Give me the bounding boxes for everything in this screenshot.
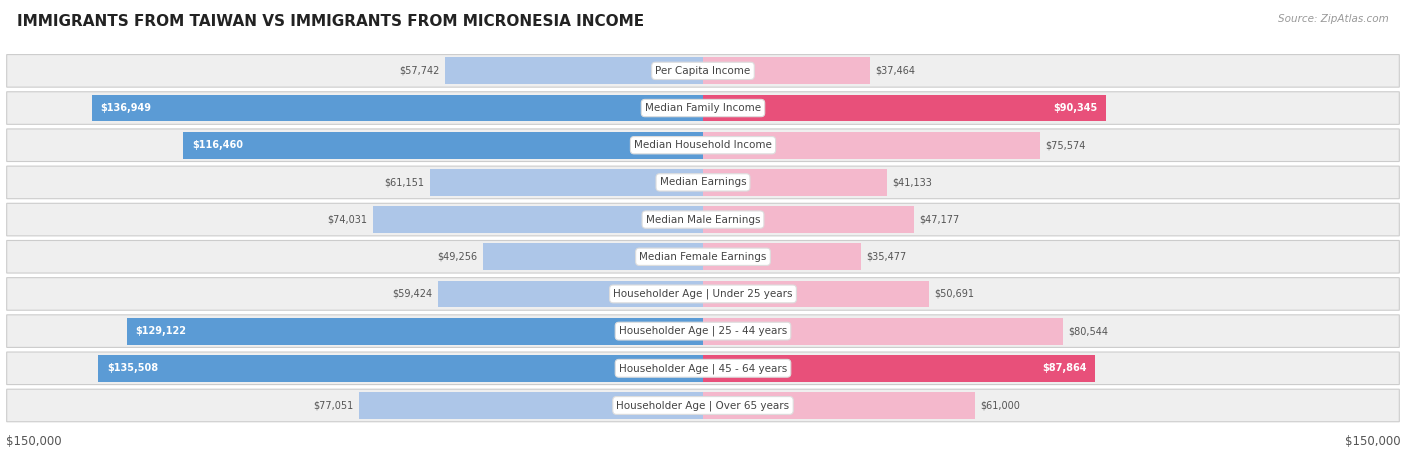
Bar (183, 132, 703, 159)
Text: $50,691: $50,691 (935, 289, 974, 299)
Legend: Immigrants from Taiwan, Immigrants from Micronesia: Immigrants from Taiwan, Immigrants from … (517, 462, 889, 467)
FancyBboxPatch shape (7, 129, 1399, 162)
Bar (703, 281, 929, 307)
Text: Householder Age | 25 - 44 years: Householder Age | 25 - 44 years (619, 326, 787, 336)
Text: IMMIGRANTS FROM TAIWAN VS IMMIGRANTS FROM MICRONESIA INCOME: IMMIGRANTS FROM TAIWAN VS IMMIGRANTS FRO… (17, 14, 644, 29)
Text: $57,742: $57,742 (399, 66, 440, 76)
Text: $75,574: $75,574 (1046, 140, 1085, 150)
Text: $35,477: $35,477 (866, 252, 907, 262)
Bar (446, 57, 703, 84)
FancyBboxPatch shape (7, 278, 1399, 310)
Bar (127, 318, 703, 345)
Text: Householder Age | Over 65 years: Householder Age | Over 65 years (616, 400, 790, 410)
Text: Median Earnings: Median Earnings (659, 177, 747, 187)
Text: Median Female Earnings: Median Female Earnings (640, 252, 766, 262)
Bar (703, 392, 976, 419)
Text: $41,133: $41,133 (891, 177, 932, 187)
Bar (484, 243, 703, 270)
Text: $61,151: $61,151 (385, 177, 425, 187)
Text: $59,424: $59,424 (392, 289, 433, 299)
Bar (703, 169, 887, 196)
Text: Source: ZipAtlas.com: Source: ZipAtlas.com (1278, 14, 1389, 24)
Text: $49,256: $49,256 (437, 252, 478, 262)
Bar (703, 95, 1107, 121)
Text: $77,051: $77,051 (314, 401, 354, 410)
FancyBboxPatch shape (7, 389, 1399, 422)
Text: $87,864: $87,864 (1042, 363, 1087, 373)
FancyBboxPatch shape (7, 203, 1399, 236)
Bar (437, 281, 703, 307)
Bar (703, 243, 862, 270)
Text: Per Capita Income: Per Capita Income (655, 66, 751, 76)
FancyBboxPatch shape (7, 92, 1399, 124)
Bar (703, 318, 1063, 345)
Bar (703, 355, 1095, 382)
Bar (703, 132, 1040, 159)
Text: Median Male Earnings: Median Male Earnings (645, 214, 761, 225)
Text: $47,177: $47,177 (920, 214, 959, 225)
FancyBboxPatch shape (7, 55, 1399, 87)
Text: $61,000: $61,000 (980, 401, 1021, 410)
Text: Householder Age | 45 - 64 years: Householder Age | 45 - 64 years (619, 363, 787, 374)
Text: $116,460: $116,460 (191, 140, 243, 150)
Text: $90,345: $90,345 (1053, 103, 1098, 113)
Bar (91, 95, 703, 121)
Bar (703, 206, 914, 233)
Text: $135,508: $135,508 (107, 363, 157, 373)
Text: Householder Age | Under 25 years: Householder Age | Under 25 years (613, 289, 793, 299)
Text: Median Household Income: Median Household Income (634, 140, 772, 150)
Text: $80,544: $80,544 (1069, 326, 1108, 336)
Bar (430, 169, 703, 196)
Bar (373, 206, 703, 233)
Text: $37,464: $37,464 (876, 66, 915, 76)
Text: $136,949: $136,949 (100, 103, 152, 113)
FancyBboxPatch shape (7, 352, 1399, 385)
Text: $129,122: $129,122 (135, 326, 187, 336)
FancyBboxPatch shape (7, 241, 1399, 273)
FancyBboxPatch shape (7, 315, 1399, 347)
Bar (359, 392, 703, 419)
Text: $74,031: $74,031 (328, 214, 367, 225)
Text: Median Family Income: Median Family Income (645, 103, 761, 113)
Bar (703, 57, 870, 84)
Bar (98, 355, 703, 382)
FancyBboxPatch shape (7, 166, 1399, 198)
